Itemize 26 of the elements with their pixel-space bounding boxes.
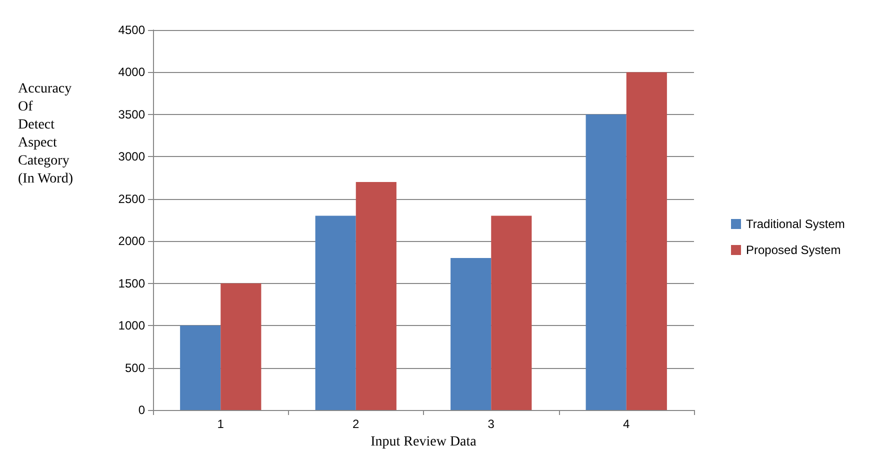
legend-label: Traditional System xyxy=(746,217,845,231)
bar xyxy=(220,283,262,410)
x-tick-label: 3 xyxy=(488,417,495,431)
bar xyxy=(491,216,532,410)
legend-label: Proposed System xyxy=(746,243,841,257)
y-tick-label: 1500 xyxy=(118,276,146,290)
y-tick-label: 0 xyxy=(138,403,146,417)
y-tick-label: 1000 xyxy=(118,318,146,333)
bar xyxy=(586,114,626,410)
y-tick-label: 500 xyxy=(124,360,146,375)
y-axis-title: Accuracy Of Detect Aspect Category (In Word) xyxy=(18,82,74,186)
y-tick-label: 3500 xyxy=(118,107,146,122)
bar xyxy=(180,326,221,410)
y-tick-label: 3000 xyxy=(118,150,146,164)
y-tick-label: 2000 xyxy=(118,234,146,248)
x-tick-label: 1 xyxy=(217,417,224,431)
y-tick-label: 4500 xyxy=(118,23,146,37)
x-tick-label: 2 xyxy=(352,417,360,431)
bar xyxy=(315,216,356,410)
x-tick-label: 4 xyxy=(623,417,630,431)
bar xyxy=(450,258,492,410)
y-tick-label: 4000 xyxy=(118,65,146,80)
bar xyxy=(356,182,396,410)
x-axis-title: Input Review Data xyxy=(370,434,478,450)
bar xyxy=(626,72,667,410)
y-tick-label: 2500 xyxy=(118,192,146,206)
